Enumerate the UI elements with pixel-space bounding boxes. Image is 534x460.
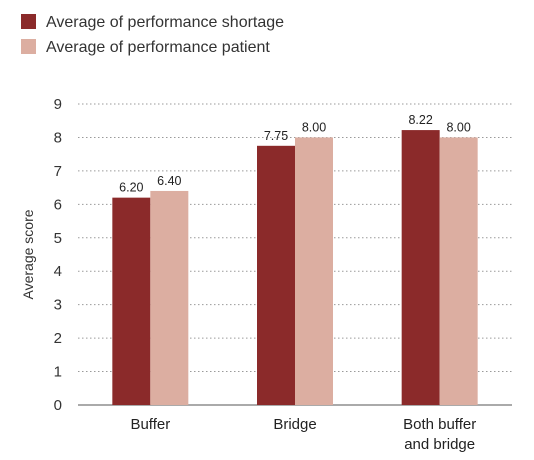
bar-2-series-2 <box>295 137 333 405</box>
bar-1-series-1 <box>112 197 151 405</box>
data-label: 8.22 <box>408 113 432 127</box>
bar-3-series-1 <box>401 130 440 405</box>
x-tick-label: Bridge <box>273 416 316 433</box>
data-label: 6.20 <box>119 181 143 195</box>
legend-swatch-2 <box>21 39 36 54</box>
y-tick-label: 2 <box>54 330 62 347</box>
data-label: 8.00 <box>302 120 326 134</box>
y-tick-label: 3 <box>54 297 62 314</box>
bar-1-series-2 <box>150 190 189 405</box>
y-tick-label: 8 <box>54 129 62 146</box>
y-tick-label: 4 <box>54 263 62 280</box>
legend-swatch-1 <box>21 14 36 29</box>
x-tick-label: Buffer <box>130 416 170 433</box>
y-tick-label: 5 <box>54 230 62 247</box>
y-tick-label: 9 <box>54 96 62 113</box>
y-tick-label: 7 <box>54 163 62 180</box>
y-tick-label: 1 <box>54 364 62 381</box>
data-label: 6.40 <box>157 174 181 188</box>
y-tick-label: 0 <box>54 397 62 414</box>
y-tick-label: 6 <box>54 196 62 213</box>
bar-2-series-1 <box>257 145 295 406</box>
legend-label-1: Average of performance shortage <box>46 14 284 31</box>
x-tick-label: Both buffer <box>403 416 476 433</box>
legend-label-2: Average of performance patient <box>46 39 270 56</box>
y-axis-title: Average score <box>20 209 36 299</box>
data-label: 7.75 <box>264 129 288 143</box>
x-tick-label: and bridge <box>404 436 475 453</box>
bar-3-series-2 <box>439 137 478 405</box>
data-label: 8.00 <box>446 120 470 134</box>
